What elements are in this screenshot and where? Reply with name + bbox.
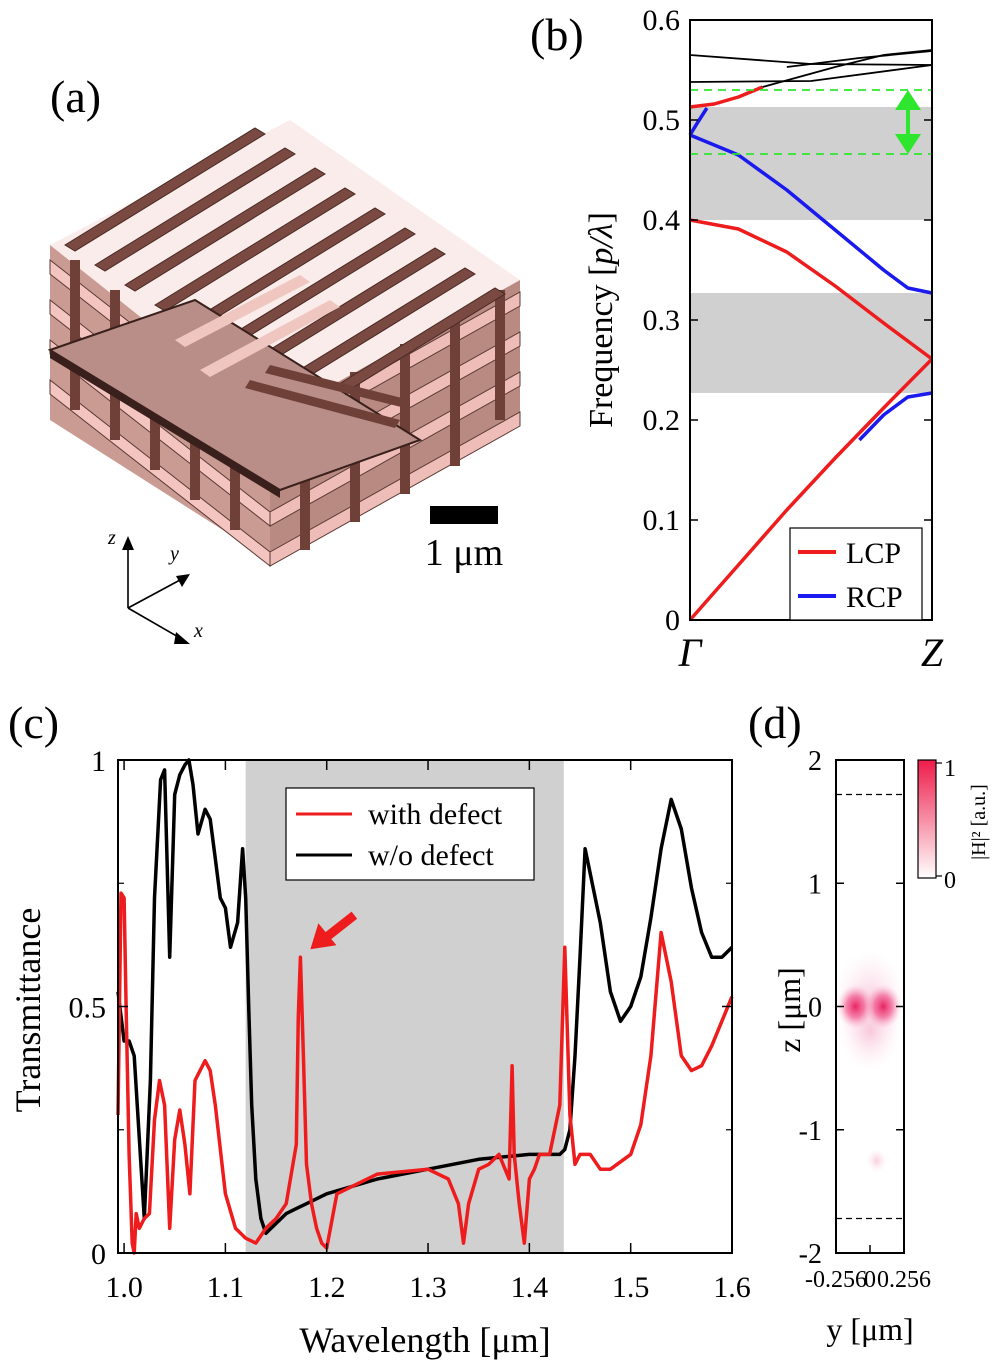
panel-b-ylabel: Frequency [p/λ]: [583, 212, 620, 428]
field-faint-spot: [866, 1148, 887, 1173]
bandgap-0: [690, 293, 932, 393]
y-tick-label: 1: [808, 869, 822, 900]
x-tick-label: Z: [921, 630, 944, 675]
panel-c-ylabel: Transmittance: [8, 908, 48, 1113]
transmittance-curves: [116, 758, 734, 1255]
colorbar-max-label: 1: [944, 756, 956, 782]
y-tick-label: 0: [91, 1238, 106, 1271]
panel-d-label: (d): [748, 697, 802, 748]
y-tick-label: 0.6: [643, 4, 681, 37]
x-tick-label: Γ: [678, 630, 704, 675]
y-tick-label: -2: [799, 1239, 822, 1270]
axes-triad: [122, 536, 190, 644]
y-tick-label: 0.5: [643, 104, 681, 137]
axis-x-label: x: [193, 620, 203, 642]
band-curve-2: [689, 85, 764, 109]
panel-b-label: (b): [530, 9, 584, 60]
y-tick-label: 2: [808, 746, 822, 777]
x-tick-label: 1.0: [105, 1271, 143, 1304]
defect-band-arrow: [895, 90, 921, 154]
defect-peak-arrow: [310, 911, 358, 950]
legend-label-with-defect: with defect: [368, 798, 503, 831]
ylabel-main: Frequency [: [583, 265, 620, 428]
axis-y-label: y: [168, 543, 179, 565]
panel-a-label: (a): [50, 71, 101, 122]
x-tick-label: 1.1: [207, 1271, 245, 1304]
panel-d-ylabel: z [μm]: [771, 967, 807, 1053]
panel-c-label: (c): [8, 697, 59, 748]
panel-b-legend: LCP RCP: [789, 527, 923, 621]
y-tick-label: 0.1: [643, 504, 681, 537]
arrow-head-bottom: [895, 134, 921, 154]
x-tick-label: 0.256: [877, 1267, 931, 1293]
defect-band-dashed-lines: [690, 89, 932, 155]
x-tick-label: 1.5: [612, 1271, 650, 1304]
scalebar-label: 1 μm: [425, 532, 503, 574]
woodpile-structure-illustration: [47, 120, 521, 568]
colorbar: 1 0 |H|² [a.u.]: [917, 756, 990, 894]
y-tick-label: -1: [799, 1116, 822, 1147]
field-hotspot-0: [837, 984, 874, 1029]
colorbar-gradient: [917, 759, 937, 879]
y-tick-label: 0.4: [643, 204, 681, 237]
arrow-shaft: [323, 911, 358, 941]
y-tick-label: 0: [808, 993, 822, 1024]
panel-c-legend: with defect w/o defect: [285, 787, 535, 881]
x-tick-label: 1.4: [511, 1271, 549, 1304]
panel-c: (c) 00.51 1.0 1.1 1.2 1.3 1.4 1.5 1.6 Transmit…: [8, 697, 751, 1360]
band-curve-7: [689, 64, 933, 83]
band-curve-1: [689, 218, 934, 361]
panel-c-xlabel: Wavelength [μm]: [299, 1320, 550, 1360]
series-with-defect: [116, 891, 734, 1255]
panel-c-x-ticks: 1.0 1.1 1.2 1.3 1.4 1.5 1.6: [105, 760, 751, 1304]
panel-c-y-ticks: 00.51: [69, 745, 732, 1271]
band-curve-3: [858, 391, 933, 442]
colorbar-label: |H|² [a.u.]: [968, 784, 990, 860]
bandgap-1: [690, 107, 932, 220]
x-tick-label: 0: [864, 1267, 876, 1293]
series-w-o-defect: [116, 758, 734, 1236]
panel-b-y-ticks: 0 0.1 0.2 0.3 0.4 0.5 0.6: [643, 4, 932, 637]
x-tick-label: 1.6: [713, 1271, 751, 1304]
band-curve-4: [689, 133, 933, 295]
legend-label-rcp: RCP: [846, 581, 903, 614]
bandgap-regions: [690, 107, 932, 393]
y-tick-label: 0.3: [643, 304, 681, 337]
y-tick-label: 0.2: [643, 404, 681, 437]
scalebar: [430, 506, 498, 524]
x-tick-label: 1.3: [409, 1271, 447, 1304]
legend-label-without-defect: w/o defect: [368, 839, 494, 872]
panel-d-dashed-lines: [836, 793, 904, 1220]
y-tick-label: 0.5: [69, 992, 107, 1025]
band-curve-5: [688, 107, 709, 136]
legend-label-lcp: LCP: [846, 537, 901, 570]
panel-d-xlabel: y [μm]: [826, 1311, 913, 1347]
ylabel-italic: p/λ: [583, 223, 620, 266]
colorbar-min-label: 0: [944, 868, 956, 894]
arrow-head-top: [895, 90, 921, 110]
y-tick-label: 0: [665, 604, 680, 637]
axis-z-label: z: [107, 527, 116, 549]
band-curve-9: [786, 50, 933, 68]
y-tick-label: 1: [91, 745, 106, 778]
x-tick-label: -0.256: [805, 1267, 867, 1293]
field-intensity-map: [834, 950, 906, 1173]
band-curve-0: [688, 357, 934, 622]
ylabel-end: ]: [583, 212, 620, 223]
x-tick-label: 1.2: [308, 1271, 346, 1304]
field-hotspot-1: [865, 984, 902, 1029]
arrow-head: [310, 923, 337, 950]
band-curves: [688, 49, 934, 622]
panel-a: (a): [47, 71, 521, 644]
panel-d-y-ticks: -2 -1 0 1 2: [799, 746, 904, 1270]
